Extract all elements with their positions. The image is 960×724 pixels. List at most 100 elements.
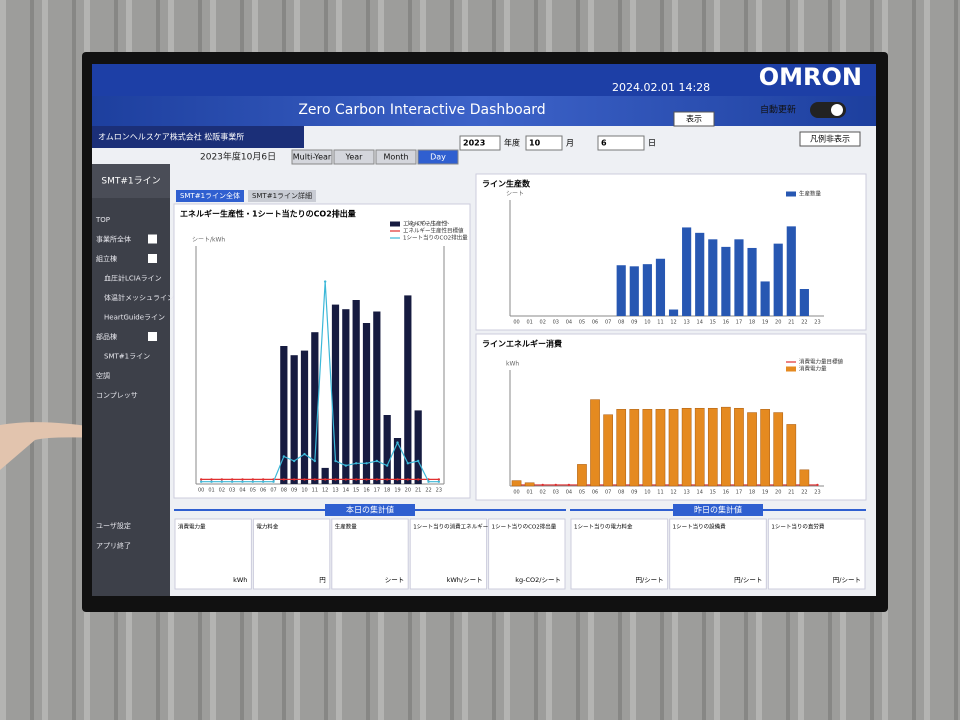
top-band xyxy=(92,64,876,96)
x-tick-label: 22 xyxy=(801,490,807,496)
sidebar-item[interactable]: 血圧計LCIAライン xyxy=(104,274,162,283)
sidebar xyxy=(92,164,170,596)
x-tick-label: 00 xyxy=(513,490,519,496)
summary-cell xyxy=(331,518,409,590)
summary-cell-unit: 円/シート xyxy=(833,576,861,584)
bar xyxy=(393,438,402,484)
sidebar-item[interactable]: SMT#1ライン xyxy=(104,353,150,361)
x-tick-label: 03 xyxy=(229,488,235,494)
sidebar-item[interactable]: TOP xyxy=(95,216,110,224)
line-point xyxy=(385,464,389,467)
x-tick-label: 13 xyxy=(332,488,338,494)
x-tick-label: 06 xyxy=(260,488,266,494)
line-point xyxy=(220,480,224,483)
x-tick-label: 19 xyxy=(762,320,768,326)
summary-cell xyxy=(409,518,488,590)
bar xyxy=(747,247,757,316)
summary-cell xyxy=(252,518,331,590)
line-point xyxy=(416,478,420,481)
line-point xyxy=(272,480,275,483)
select-box[interactable] xyxy=(459,135,501,151)
chart-title: ライン生産数 xyxy=(482,179,531,189)
bar xyxy=(404,295,412,484)
x-tick-label: 19 xyxy=(762,490,768,496)
subtab[interactable] xyxy=(248,190,316,202)
bar xyxy=(681,407,692,487)
subtab[interactable] xyxy=(176,190,244,202)
sidebar-item[interactable]: 部品棟 xyxy=(96,332,117,341)
line-point xyxy=(334,459,337,463)
line-point xyxy=(396,441,399,444)
summary-cell-label: 1シート当りのCO2排出量 xyxy=(492,523,557,531)
dashboard-title: Zero Carbon Interactive Dashboard xyxy=(298,102,545,118)
bar xyxy=(352,300,360,484)
line-point xyxy=(282,478,286,481)
sidebar-item[interactable]: 空調 xyxy=(96,371,110,380)
period-tab[interactable] xyxy=(333,149,375,165)
x-tick-label: 02 xyxy=(219,488,225,494)
sidebar-footer-item[interactable]: アプリ終了 xyxy=(96,541,131,550)
x-tick-label: 01 xyxy=(208,488,214,494)
sidebar-footer-item[interactable]: ユーザ設定 xyxy=(96,521,131,530)
x-tick-label: 23 xyxy=(436,488,442,494)
sidebar-item[interactable]: 体温計メッシュライン xyxy=(104,293,174,302)
x-tick-label: 04 xyxy=(566,490,572,496)
sidebar-item[interactable]: 組立棟 xyxy=(96,254,117,263)
line-point xyxy=(261,478,265,481)
select-box[interactable] xyxy=(597,135,645,151)
x-tick-label: 01 xyxy=(526,490,532,496)
bar xyxy=(321,467,329,484)
bar xyxy=(682,227,692,316)
x-tick-label: 12 xyxy=(322,488,328,494)
bar xyxy=(414,410,422,484)
period-tab[interactable] xyxy=(291,149,333,165)
line xyxy=(201,281,439,483)
bar xyxy=(342,309,350,484)
line-point xyxy=(427,480,430,483)
x-tick-label: 04 xyxy=(239,488,245,494)
line-point xyxy=(323,280,327,283)
line-point xyxy=(303,478,306,481)
period-tab[interactable] xyxy=(375,149,417,165)
sidebar-item[interactable]: 事業所全体 xyxy=(96,235,131,244)
screen: OMRON 2024.02.01 14:28 Zero Carbon Inter… xyxy=(92,63,876,596)
select-box[interactable] xyxy=(525,135,563,151)
x-tick-label: 05 xyxy=(579,490,585,496)
summary-cell-label: 生産数量 xyxy=(335,523,358,531)
expand-icon[interactable] xyxy=(148,254,157,263)
x-tick-label: 12 xyxy=(670,490,676,496)
line-point xyxy=(230,480,234,483)
expand-icon[interactable] xyxy=(148,234,157,244)
bar xyxy=(616,409,627,487)
line-point xyxy=(541,483,544,487)
logo: OMRON xyxy=(759,63,862,91)
show-button[interactable] xyxy=(673,111,715,127)
x-tick-label: 14 xyxy=(343,488,349,494)
summary-cell-label: 消費電力量 xyxy=(178,523,206,531)
x-tick-label: 11 xyxy=(657,320,663,326)
x-tick-label: 16 xyxy=(363,488,369,494)
period-tab[interactable] xyxy=(417,149,459,165)
toggle-knob xyxy=(831,104,843,116)
sidebar-item[interactable]: コンプレッサ xyxy=(96,392,138,400)
x-tick-label: 13 xyxy=(683,490,689,496)
sidebar-item[interactable]: HeartGuideライン xyxy=(104,314,165,322)
line-point xyxy=(199,478,203,481)
summary-cell xyxy=(488,518,566,590)
bar xyxy=(668,309,679,316)
bar xyxy=(511,480,522,487)
bar xyxy=(760,281,770,316)
expand-icon[interactable] xyxy=(148,332,157,341)
x-tick-label: 09 xyxy=(631,490,637,496)
bar xyxy=(577,464,587,487)
line-point xyxy=(282,455,286,458)
x-tick-label: 21 xyxy=(415,488,421,494)
line-point xyxy=(385,478,389,481)
bar xyxy=(629,409,640,487)
x-tick-label: 15 xyxy=(710,490,716,496)
legend-toggle-button[interactable] xyxy=(799,131,861,147)
summary-cell-unit: kWh xyxy=(233,576,247,584)
bar xyxy=(760,409,770,487)
auto-update-label: 自動更新 xyxy=(760,104,796,116)
x-tick-label: 03 xyxy=(553,490,559,496)
